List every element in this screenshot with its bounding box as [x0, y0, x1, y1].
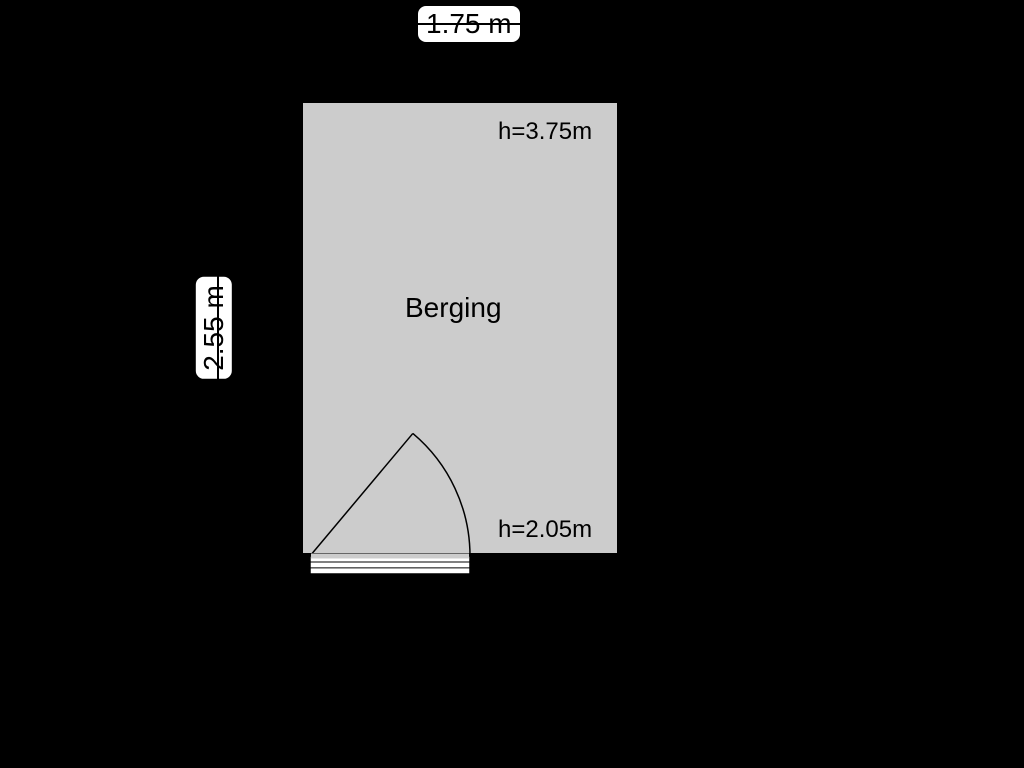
- ceiling-height-low: h=2.05m: [498, 516, 592, 544]
- dimension-height-label: 2.55 m: [196, 277, 232, 379]
- room-berging: [300, 100, 620, 556]
- room-name-label: Berging: [405, 292, 502, 324]
- ceiling-height-high: h=3.75m: [498, 118, 592, 146]
- dimension-width-label: 1.75 m: [418, 6, 520, 42]
- floorplan-canvas: Berging h=3.75m h=2.05m 1.75 m 2.55 m: [0, 0, 1024, 768]
